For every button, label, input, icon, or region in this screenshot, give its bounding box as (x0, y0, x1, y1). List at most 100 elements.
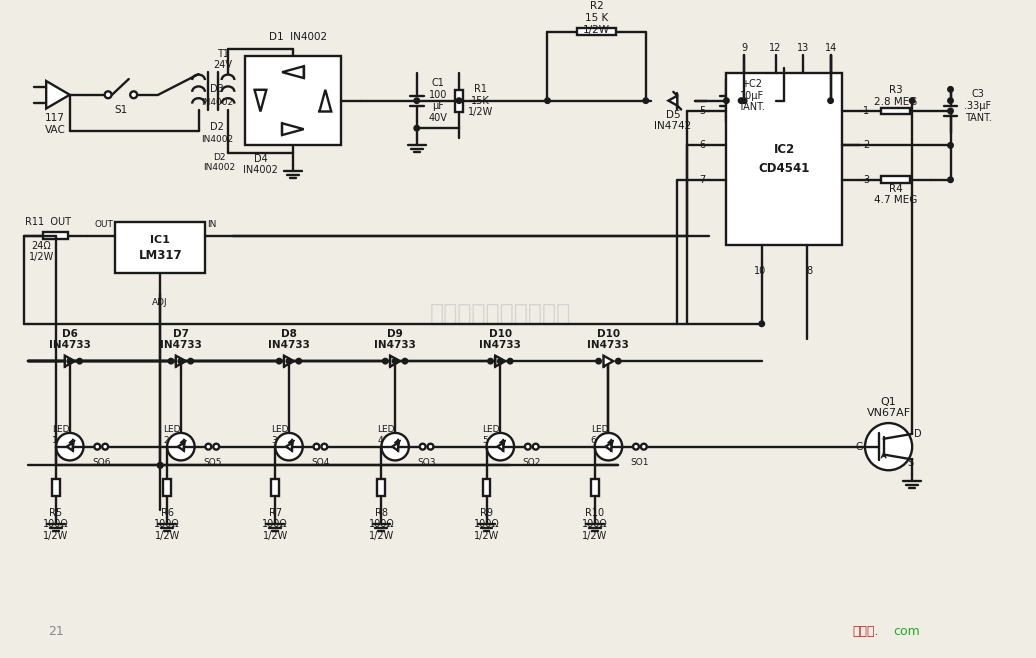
Text: R5
100Ω
1/2W: R5 100Ω 1/2W (44, 508, 68, 541)
Text: S1: S1 (114, 105, 127, 114)
Circle shape (739, 98, 744, 103)
Circle shape (167, 433, 195, 461)
Bar (591, 478, 599, 496)
Polygon shape (604, 356, 613, 367)
Circle shape (94, 443, 100, 449)
Text: 杭州将睿科技有限公司: 杭州将睿科技有限公司 (430, 302, 571, 326)
Polygon shape (282, 66, 304, 78)
Bar (271, 478, 279, 496)
Circle shape (296, 359, 301, 364)
Text: R3
2.8 MEG: R3 2.8 MEG (873, 86, 917, 107)
Circle shape (188, 359, 194, 364)
Text: 9: 9 (741, 43, 747, 53)
Text: 12: 12 (770, 43, 782, 53)
Text: R7
100Ω
1/2W: R7 100Ω 1/2W (262, 508, 288, 541)
Text: R8
100Ω
1/2W: R8 100Ω 1/2W (369, 508, 395, 541)
Text: ADJ: ADJ (152, 297, 168, 307)
Circle shape (948, 177, 953, 182)
Text: Q1
VN67AF: Q1 VN67AF (866, 397, 911, 418)
Circle shape (168, 359, 174, 364)
Polygon shape (66, 443, 73, 451)
Text: D1  IN4002: D1 IN4002 (268, 32, 327, 41)
Circle shape (545, 98, 550, 103)
Circle shape (103, 443, 108, 449)
Text: 8: 8 (806, 266, 812, 276)
Text: T1
24V: T1 24V (213, 49, 233, 70)
Circle shape (77, 359, 82, 364)
Text: R6
100Ω
1/2W: R6 100Ω 1/2W (154, 508, 180, 541)
Circle shape (276, 433, 303, 461)
Circle shape (533, 443, 539, 449)
Bar (115, 222, 205, 272)
Text: IN4002: IN4002 (201, 98, 233, 107)
Circle shape (105, 91, 112, 98)
Text: 5: 5 (699, 106, 706, 116)
Text: LM317: LM317 (139, 249, 182, 263)
Circle shape (723, 98, 729, 103)
Polygon shape (495, 356, 506, 367)
Circle shape (157, 463, 163, 468)
Circle shape (615, 359, 621, 364)
Circle shape (643, 98, 649, 103)
Circle shape (178, 359, 183, 364)
Text: SO4: SO4 (311, 458, 329, 467)
Text: 21: 21 (48, 625, 64, 638)
Text: IC2: IC2 (774, 143, 795, 156)
Polygon shape (668, 96, 678, 105)
Circle shape (633, 443, 639, 449)
Circle shape (382, 359, 388, 364)
Text: D5
IN4742: D5 IN4742 (654, 109, 691, 131)
Text: D: D (914, 429, 922, 439)
Text: D10
IN4733: D10 IN4733 (587, 329, 630, 350)
Circle shape (948, 108, 953, 114)
Text: S: S (908, 459, 914, 468)
Circle shape (381, 433, 409, 461)
Text: D3: D3 (210, 84, 224, 94)
Text: 13: 13 (797, 43, 809, 53)
Polygon shape (176, 356, 185, 367)
Text: C3
.33μF
TANT.: C3 .33μF TANT. (965, 89, 991, 122)
Circle shape (508, 359, 513, 364)
Circle shape (596, 359, 601, 364)
Circle shape (205, 443, 211, 449)
Circle shape (131, 91, 137, 98)
Text: R2
15 K
1/2W: R2 15 K 1/2W (583, 1, 610, 35)
Circle shape (414, 126, 420, 131)
Polygon shape (284, 356, 294, 367)
Text: LED
6: LED 6 (591, 425, 608, 445)
Text: D7
IN4733: D7 IN4733 (160, 329, 202, 350)
Text: SO6: SO6 (92, 458, 111, 467)
Bar (52, 478, 60, 496)
Circle shape (414, 98, 420, 103)
Circle shape (595, 433, 623, 461)
Circle shape (402, 359, 408, 364)
Text: R4
4.7 MEG: R4 4.7 MEG (873, 184, 917, 205)
Text: R1
15K
1/2W: R1 15K 1/2W (468, 84, 493, 117)
Circle shape (314, 443, 319, 449)
Circle shape (948, 87, 953, 92)
Text: OUT: OUT (94, 220, 113, 228)
Text: SO2: SO2 (522, 458, 541, 467)
Text: G: G (856, 442, 863, 451)
Text: SO3: SO3 (418, 458, 436, 467)
Text: 14: 14 (825, 43, 837, 53)
Bar (882, 107, 910, 114)
Bar (377, 478, 385, 496)
Circle shape (213, 443, 220, 449)
Text: R11  OUT: R11 OUT (25, 217, 70, 227)
Text: LED
3: LED 3 (271, 425, 289, 445)
Polygon shape (393, 443, 398, 451)
Circle shape (497, 359, 503, 364)
Text: D4
IN4002: D4 IN4002 (243, 154, 278, 175)
Polygon shape (282, 123, 304, 135)
Bar (577, 28, 616, 36)
Text: 3: 3 (863, 175, 869, 185)
Text: 117
VAC: 117 VAC (45, 113, 65, 135)
Circle shape (277, 359, 282, 364)
Circle shape (157, 463, 163, 468)
Text: IC1: IC1 (150, 236, 170, 245)
Bar (726, 73, 842, 245)
Circle shape (286, 359, 292, 364)
Polygon shape (497, 443, 503, 451)
Polygon shape (178, 443, 183, 451)
